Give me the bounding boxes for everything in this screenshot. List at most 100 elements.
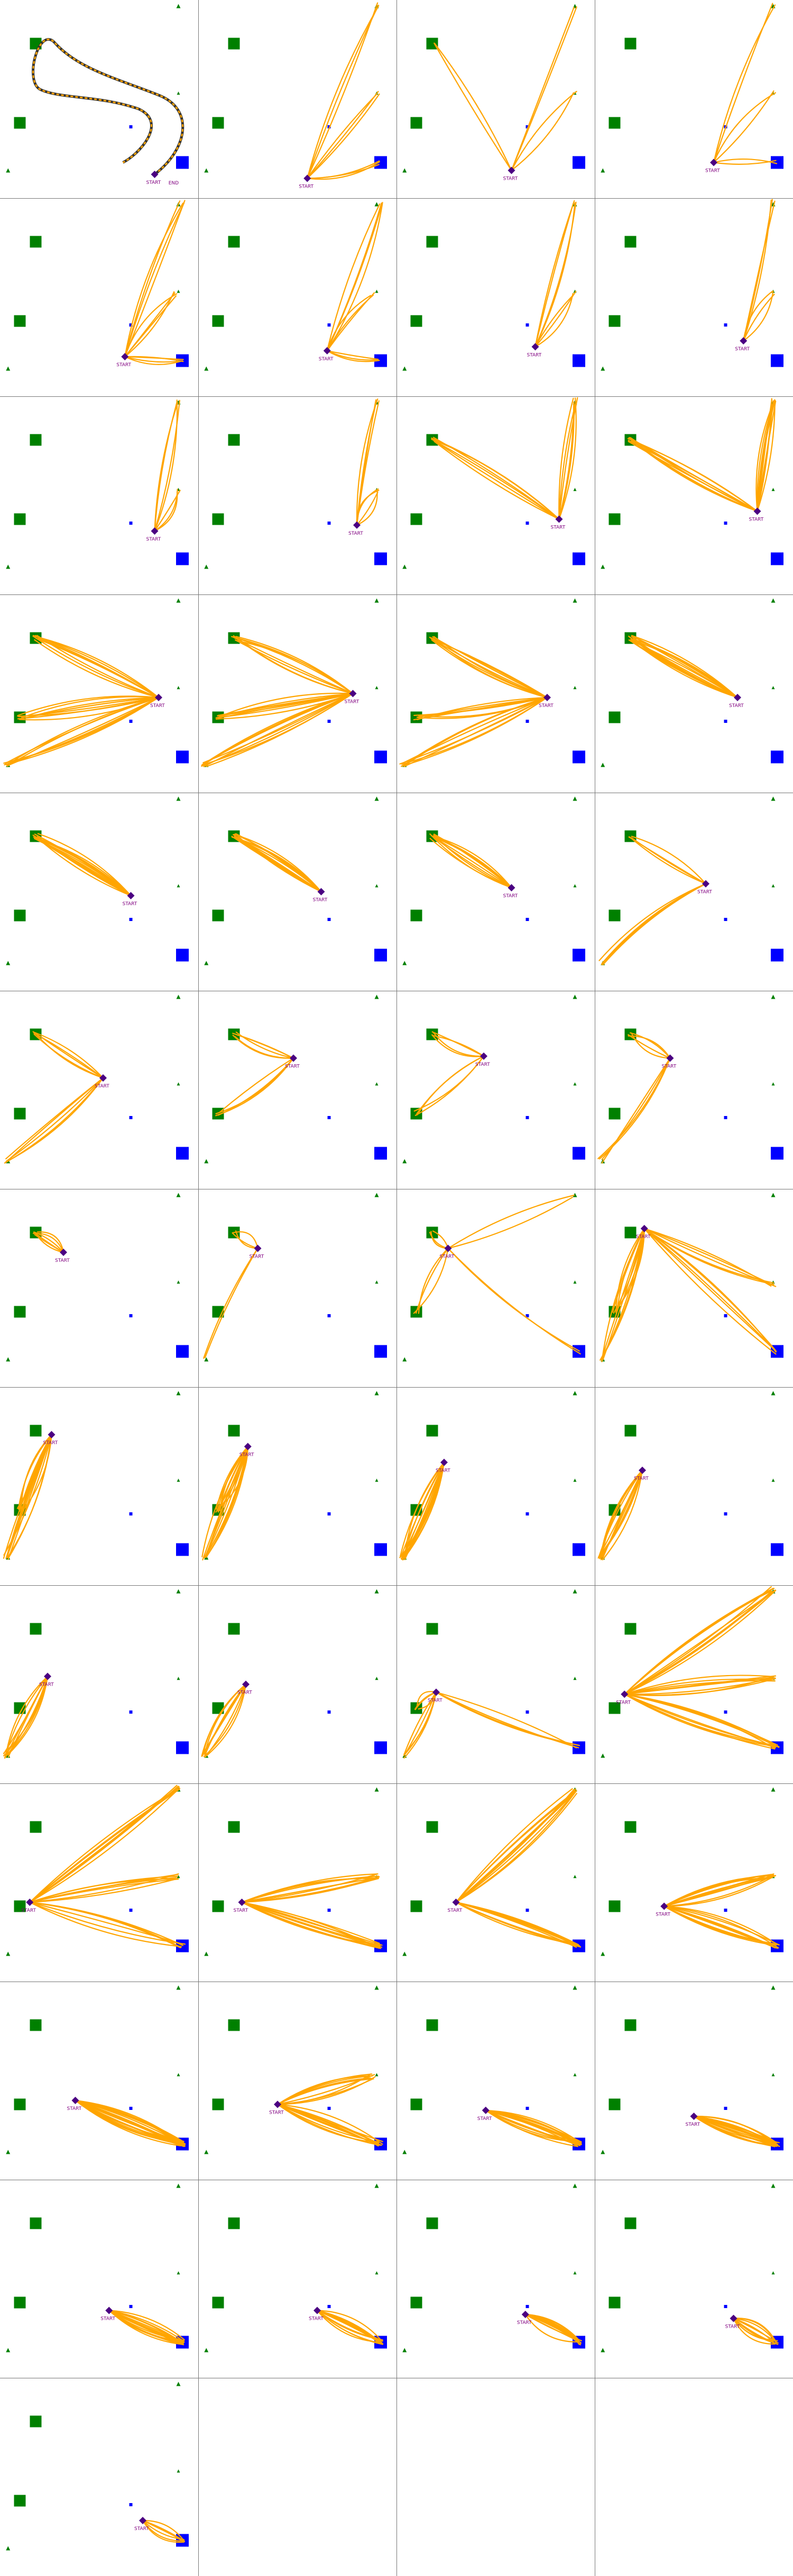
trajectory-path [643,1227,772,1287]
trajectory-path [733,2318,776,2345]
trajectory-path [6,1434,52,1558]
start-label: START [309,2317,324,2322]
green-triangle-icon [573,884,577,888]
trajectory-panel: START [198,1585,396,1783]
trajectory-path [601,1057,671,1164]
trajectory-path [455,1790,577,1903]
green-triangle-icon [176,2382,181,2386]
panel-plot: START [204,2183,387,2352]
panel-plot: START [6,200,189,371]
panel-plot: START [399,1391,585,1561]
green-square-icon [212,2098,224,2110]
green-triangle-icon [177,290,180,293]
trajectory-path [5,1077,104,1163]
trajectory-path [733,2318,776,2341]
blue-dot-icon [327,1314,331,1317]
trajectory-path [624,1694,780,1748]
trajectory-path [434,441,560,520]
blue-square-icon [771,1147,783,1160]
blue-dot-icon [327,522,331,525]
green-square-icon [212,513,224,525]
trajectory-path [241,1901,380,1948]
trajectory-path [33,1231,64,1253]
blue-square-icon [176,948,189,962]
trajectory-path [231,835,322,892]
start-diamond-icon [242,1680,250,1688]
green-triangle-icon [402,1951,407,1956]
green-square-icon [608,1108,621,1120]
trajectory-path [511,92,574,171]
trajectory-path [757,401,776,512]
trajectory-path [663,1875,776,1907]
trajectory-panel: START [595,1585,793,1783]
trajectory-path [624,1694,776,1749]
trajectory-path [29,1788,180,1903]
panel-plot: START [402,1985,585,2154]
green-square-icon [624,1821,637,1833]
trajectory-path [415,1248,449,1314]
start-label: START [67,2106,82,2112]
trajectory-panel: START [198,793,396,991]
green-triangle-icon [573,1985,577,1990]
start-diamond-icon [702,880,709,888]
green-triangle-icon [176,2183,181,2188]
trajectory-panel: START [198,0,396,198]
green-square-icon [30,1623,42,1635]
trajectory-path [534,202,574,348]
panel-plot: START [6,1985,189,2154]
start-diamond-icon [349,690,357,698]
trajectory-path [219,692,354,718]
green-square-icon [608,2296,621,2309]
start-diamond-icon [121,353,129,360]
trajectory-path [235,636,354,694]
trajectory-panel: START END [0,0,198,198]
green-triangle-icon [771,1985,776,1990]
panel-plot: START [402,2183,585,2352]
trajectory-path [36,1231,64,1253]
blue-dot-icon [724,1314,727,1317]
green-triangle-icon [177,686,180,690]
blue-square-icon [573,1147,585,1160]
panel-plot: START [601,1787,783,1956]
green-triangle-icon [374,1985,379,1990]
start-diamond-icon [639,1466,646,1474]
trajectory-path [757,399,776,512]
start-diamond-icon [105,2307,113,2314]
panel-plot: START [204,202,387,371]
trajectory-path [534,202,576,348]
trajectory-path [631,837,707,885]
start-label: START [345,700,359,705]
trajectory-path [602,1227,645,1358]
trajectory-path [743,293,775,342]
trajectory-path [241,1877,377,1903]
trajectory-path [33,836,132,897]
trajectory-path [447,1194,575,1249]
trajectory-path [29,1789,180,1903]
green-triangle-icon [573,1677,577,1680]
green-triangle-icon [771,2073,775,2077]
green-square-icon [14,2495,26,2507]
trajectory-path [602,1470,643,1560]
start-diamond-icon [730,2314,737,2322]
start-label: START [634,1476,649,1482]
start-diamond-icon [323,347,331,355]
panel-plot: START [201,598,387,767]
trajectory-path [307,94,377,179]
trajectory-path [124,295,177,358]
start-diamond-icon [44,1672,51,1680]
green-square-icon [608,711,621,723]
start-label: START [551,525,566,531]
green-triangle-icon [6,961,11,965]
trajectory-path [356,491,379,526]
trajectory-path [693,2115,777,2146]
green-triangle-icon [204,1159,209,1164]
trajectory-path [37,833,132,897]
green-square-icon [14,117,26,129]
trajectory-path [558,397,574,520]
start-diamond-icon [621,1690,629,1698]
green-triangle-icon [375,1677,379,1680]
green-triangle-icon [573,1478,577,1482]
trajectory-panel: START [396,2180,595,2378]
trajectory-path [455,1901,580,1947]
blue-dot-icon [724,918,727,921]
